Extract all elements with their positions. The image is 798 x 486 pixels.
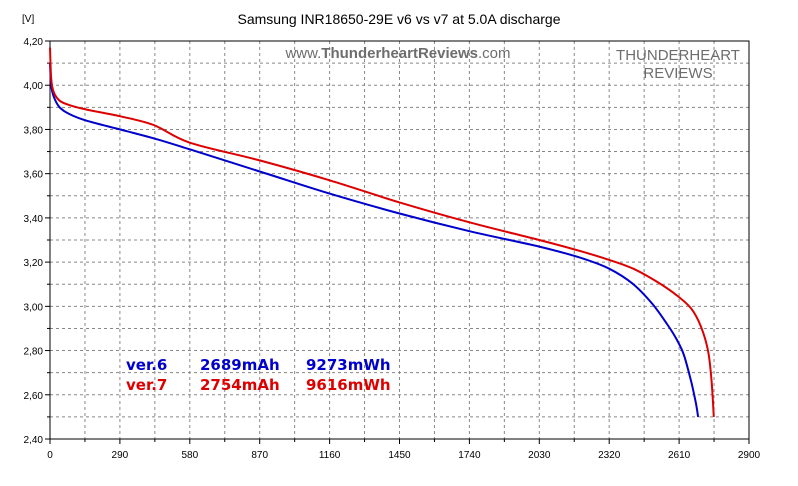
series-line-ver7 bbox=[49, 47, 715, 417]
series-lines bbox=[49, 47, 715, 418]
y-tick-label: 3,80 bbox=[24, 125, 44, 136]
x-tick-label: 1740 bbox=[458, 450, 481, 461]
watermark-site-suffix: .com bbox=[478, 45, 511, 62]
legend-ver7-energy: 9616mWh bbox=[306, 376, 391, 394]
x-tick-label: 580 bbox=[181, 450, 198, 461]
legend: ver.6 2689mAh 9273mWh ver.7 2754mAh 9616… bbox=[126, 356, 391, 394]
legend-ver6-capacity: 2689mAh bbox=[200, 356, 280, 374]
y-tick-label: 3,20 bbox=[24, 258, 44, 269]
legend-ver7: ver.7 2754mAh 9616mWh bbox=[126, 376, 391, 394]
watermark-line2: REVIEWS bbox=[643, 65, 712, 82]
y-tick-label: 3,60 bbox=[24, 170, 44, 181]
x-tick-label: 2610 bbox=[668, 450, 691, 461]
y-tick-label: 2,80 bbox=[24, 347, 44, 358]
x-tick-label: 870 bbox=[251, 450, 268, 461]
watermark-site-prefix: www. bbox=[284, 45, 321, 62]
y-tick-label: 3,40 bbox=[24, 214, 44, 225]
y-tick-label: 4,00 bbox=[24, 81, 44, 92]
x-tick-label: 2030 bbox=[528, 450, 551, 461]
y-axis-unit-label: [V] bbox=[22, 14, 34, 25]
watermark-site: www.ThunderheartReviews.com bbox=[284, 45, 510, 62]
legend-ver6: ver.6 2689mAh 9273mWh bbox=[126, 356, 391, 374]
chart-title: Samsung INR18650-29E v6 vs v7 at 5.0A di… bbox=[238, 11, 561, 27]
y-tick-label: 2,60 bbox=[24, 391, 44, 402]
y-axis-ticks: 2,40 2,60 2,80 3,00 3,20 3,40 3,60 3,80 4,00 4,20 bbox=[24, 37, 50, 446]
watermark-site-name: ThunderheartReviews bbox=[321, 45, 478, 62]
x-tick-label: 1160 bbox=[319, 450, 341, 461]
watermark: www.ThunderheartReviews.com THUNDERHEART… bbox=[284, 45, 739, 82]
x-tick-label: 290 bbox=[112, 450, 129, 461]
legend-ver7-name: ver.7 bbox=[126, 376, 167, 394]
x-tick-label: 2320 bbox=[598, 450, 621, 461]
legend-ver6-energy: 9273mWh bbox=[306, 356, 391, 374]
x-tick-label: 0 bbox=[47, 450, 53, 461]
y-tick-label: 3,00 bbox=[24, 302, 44, 313]
series-line-ver6 bbox=[49, 63, 700, 418]
x-axis-ticks: 0 290 580 870 1160 1450 1740 2030 2320 2610 2900 bbox=[47, 439, 761, 461]
x-tick-label: 1450 bbox=[388, 450, 411, 461]
x-tick-label: 2900 bbox=[738, 450, 761, 461]
legend-ver6-name: ver.6 bbox=[126, 356, 167, 374]
legend-ver7-capacity: 2754mAh bbox=[200, 376, 280, 394]
watermark-line1: THUNDERHEART bbox=[616, 47, 740, 64]
y-tick-label: 2,40 bbox=[24, 435, 44, 446]
y-tick-label: 4,20 bbox=[24, 37, 44, 48]
